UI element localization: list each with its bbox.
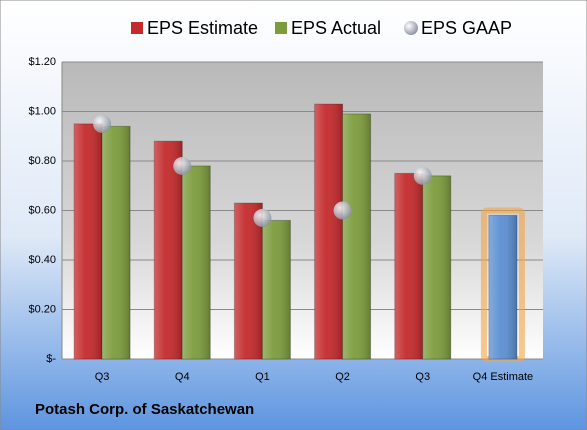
legend-label: EPS Estimate xyxy=(147,18,258,38)
legend-marker xyxy=(404,21,418,35)
gaap-point xyxy=(253,208,272,227)
bar-shine xyxy=(262,220,291,359)
y-tick-label: $- xyxy=(46,353,56,365)
bar-shine xyxy=(394,173,423,359)
bar-shine xyxy=(154,141,183,359)
bar-shine xyxy=(102,126,131,359)
legend-marker xyxy=(131,22,143,34)
gaap-point xyxy=(173,156,192,175)
y-tick-label: $1.20 xyxy=(28,56,56,68)
y-tick-label: $0.40 xyxy=(28,254,56,266)
bar-shine xyxy=(74,123,103,359)
caption: Potash Corp. of Saskatchewan xyxy=(35,401,254,418)
x-tick-label: Q4 Estimate xyxy=(473,371,534,383)
bar-shine xyxy=(342,113,371,359)
x-tick-label: Q4 xyxy=(175,371,190,383)
gaap-point xyxy=(333,201,352,220)
bar-shine xyxy=(234,203,263,359)
bar-shine xyxy=(182,165,211,359)
legend-marker xyxy=(275,22,287,34)
gaap-point xyxy=(93,114,112,133)
bar-shine xyxy=(422,175,451,359)
bar-shine xyxy=(314,104,343,359)
gaap-point xyxy=(413,166,432,185)
x-tick-label: Q3 xyxy=(415,371,430,383)
x-tick-label: Q1 xyxy=(255,371,270,383)
y-tick-label: $0.80 xyxy=(28,155,56,167)
legend-label: EPS Actual xyxy=(291,18,381,38)
y-tick-label: $0.20 xyxy=(28,303,56,315)
y-tick-label: $1.00 xyxy=(28,105,56,117)
x-tick-label: Q3 xyxy=(95,371,110,383)
bar-shine xyxy=(488,215,517,359)
legend-label: EPS GAAP xyxy=(421,18,512,38)
y-tick-label: $0.60 xyxy=(28,204,56,216)
x-tick-label: Q2 xyxy=(335,371,350,383)
